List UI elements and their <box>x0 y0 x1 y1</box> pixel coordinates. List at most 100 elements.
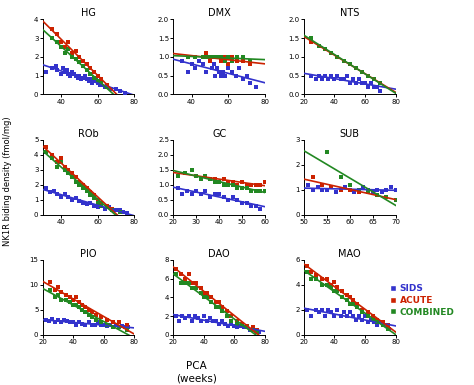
Point <box>174 172 182 179</box>
Point <box>54 67 61 73</box>
Point <box>197 290 205 296</box>
Point <box>64 194 72 200</box>
Point <box>349 313 356 319</box>
Point <box>125 324 132 330</box>
Point <box>215 321 223 327</box>
Point <box>98 203 105 209</box>
Point <box>90 69 98 75</box>
Point <box>376 80 384 86</box>
Point <box>112 322 120 328</box>
Point <box>194 315 201 321</box>
Point <box>121 324 129 330</box>
Point <box>378 189 386 195</box>
Point <box>328 184 335 190</box>
Point <box>101 206 109 212</box>
Point <box>392 197 400 203</box>
Point <box>369 317 376 323</box>
Point <box>246 80 254 86</box>
Point <box>238 323 246 330</box>
Point <box>234 54 241 60</box>
Point <box>229 182 237 188</box>
Point <box>112 86 120 92</box>
Point <box>325 76 332 82</box>
Point <box>57 71 65 77</box>
Point <box>358 69 366 75</box>
Point <box>370 84 378 90</box>
Point <box>337 187 344 193</box>
Point <box>87 192 94 198</box>
Point <box>364 72 372 79</box>
Point <box>79 63 87 69</box>
Point <box>328 282 335 288</box>
Point <box>370 76 378 82</box>
Point <box>343 313 350 319</box>
Point <box>192 172 200 179</box>
Point <box>374 192 381 198</box>
Point <box>221 321 229 327</box>
Point <box>197 318 205 324</box>
Point <box>90 203 98 209</box>
Point <box>61 191 68 197</box>
Point <box>234 321 241 327</box>
Point <box>61 50 68 56</box>
Point <box>61 69 68 75</box>
Point <box>74 74 82 80</box>
Point <box>225 323 232 329</box>
Point <box>239 54 247 60</box>
Point <box>315 72 323 79</box>
Point <box>109 324 117 330</box>
Point <box>376 87 384 94</box>
Point <box>392 187 400 193</box>
Point <box>346 61 354 67</box>
Point <box>72 48 80 54</box>
Point <box>201 187 209 194</box>
Point <box>247 203 255 209</box>
Point <box>374 84 381 90</box>
Point <box>103 322 111 328</box>
Point <box>323 187 330 193</box>
Point <box>238 321 246 327</box>
Point <box>98 82 105 88</box>
Point <box>192 187 200 194</box>
Point <box>346 294 354 300</box>
Point <box>208 294 215 300</box>
Point <box>83 201 91 207</box>
Point <box>57 289 65 295</box>
Point <box>109 206 116 212</box>
Point <box>323 282 330 288</box>
Point <box>364 84 372 90</box>
Point <box>355 187 363 193</box>
Point <box>43 69 50 75</box>
Point <box>252 182 260 188</box>
Point <box>212 299 220 305</box>
Point <box>206 57 214 64</box>
Point <box>179 313 186 319</box>
Point <box>383 187 390 193</box>
Point <box>358 307 366 313</box>
Point <box>369 313 376 319</box>
Point <box>173 266 180 272</box>
Point <box>115 324 123 330</box>
Point <box>174 172 182 179</box>
Point <box>234 184 241 191</box>
Point <box>221 57 228 64</box>
Point <box>54 39 61 45</box>
Point <box>199 54 206 60</box>
Point <box>254 329 261 335</box>
Point <box>370 76 378 82</box>
Point <box>54 159 61 165</box>
Point <box>191 54 199 60</box>
Point <box>319 182 326 188</box>
Point <box>358 69 366 75</box>
Point <box>256 182 264 188</box>
Point <box>115 324 123 330</box>
Point <box>380 322 387 328</box>
Point <box>79 302 86 308</box>
Point <box>192 285 200 291</box>
Point <box>243 323 250 329</box>
Point <box>103 82 111 88</box>
Point <box>213 54 221 60</box>
Point <box>57 39 65 45</box>
Point <box>64 318 71 324</box>
Point <box>79 74 87 80</box>
